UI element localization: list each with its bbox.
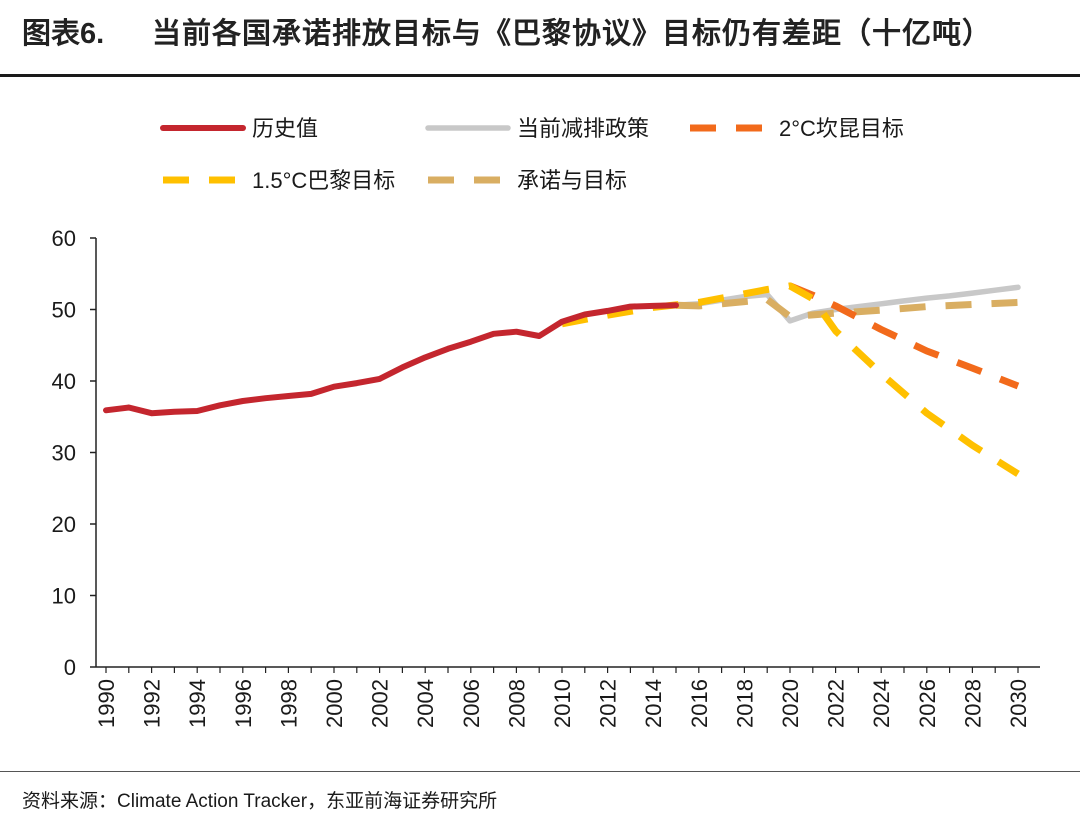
legend-label-4: 承诺与目标 xyxy=(517,168,627,193)
y-tick-label: 40 xyxy=(52,369,76,394)
series-line-0 xyxy=(103,302,679,417)
x-tick-label: 2026 xyxy=(915,679,940,728)
x-tick-label: 2014 xyxy=(641,679,666,728)
y-tick-label: 60 xyxy=(52,226,76,251)
source-note: 资料来源：Climate Action Tracker，东亚前海证券研究所 xyxy=(22,791,498,812)
x-tick-label: 1990 xyxy=(94,679,119,728)
x-tick-label: 2004 xyxy=(413,679,438,728)
x-tick-label: 2008 xyxy=(504,679,529,728)
series-line-3 xyxy=(561,282,1020,477)
title-divider xyxy=(0,74,1080,77)
title-bar: 图表6. 当前各国承诺排放目标与《巴黎协议》目标仍有差距（十亿吨） xyxy=(0,0,1080,78)
x-tick-label: 2030 xyxy=(1006,679,1031,728)
series-layer xyxy=(103,282,1021,477)
x-tick-label: 2012 xyxy=(596,679,621,728)
x-tick-label: 1996 xyxy=(231,679,256,728)
x-tick-label: 2016 xyxy=(687,679,712,728)
x-tick-label: 2022 xyxy=(824,679,849,728)
x-tick-label: 2010 xyxy=(550,679,575,728)
x-tick-label: 2018 xyxy=(732,679,757,728)
y-tick-label: 10 xyxy=(52,584,76,609)
figure-title: 当前各国承诺排放目标与《巴黎协议》目标仍有差距（十亿吨） xyxy=(152,18,993,50)
y-tick-label: 0 xyxy=(64,655,76,680)
x-tick-label: 1994 xyxy=(185,679,210,728)
x-tick-label: 1992 xyxy=(140,679,165,728)
x-tick-label: 2020 xyxy=(778,679,803,728)
x-tick-label: 2028 xyxy=(960,679,985,728)
x-tick-label: 2006 xyxy=(459,679,484,728)
legend-label-1: 当前减排政策 xyxy=(517,116,649,141)
y-tick-label: 20 xyxy=(52,512,76,537)
legend: 历史值 当前减排政策 2°C坎昆目标 1.5°C巴黎目标 承诺与目标 xyxy=(160,116,904,193)
x-tick-label: 2002 xyxy=(368,679,393,728)
x-tick-label: 1998 xyxy=(276,679,301,728)
legend-label-3: 1.5°C巴黎目标 xyxy=(252,168,395,193)
source-divider xyxy=(0,771,1080,772)
y-tick-label: 50 xyxy=(52,298,76,323)
legend-label-0: 历史值 xyxy=(252,116,318,141)
x-tick-label: 2024 xyxy=(869,679,894,728)
figure-label: 图表6. xyxy=(22,18,105,50)
x-tick-label: 2000 xyxy=(322,679,347,728)
y-tick-label: 30 xyxy=(52,441,76,466)
legend-label-2: 2°C坎昆目标 xyxy=(779,116,904,141)
